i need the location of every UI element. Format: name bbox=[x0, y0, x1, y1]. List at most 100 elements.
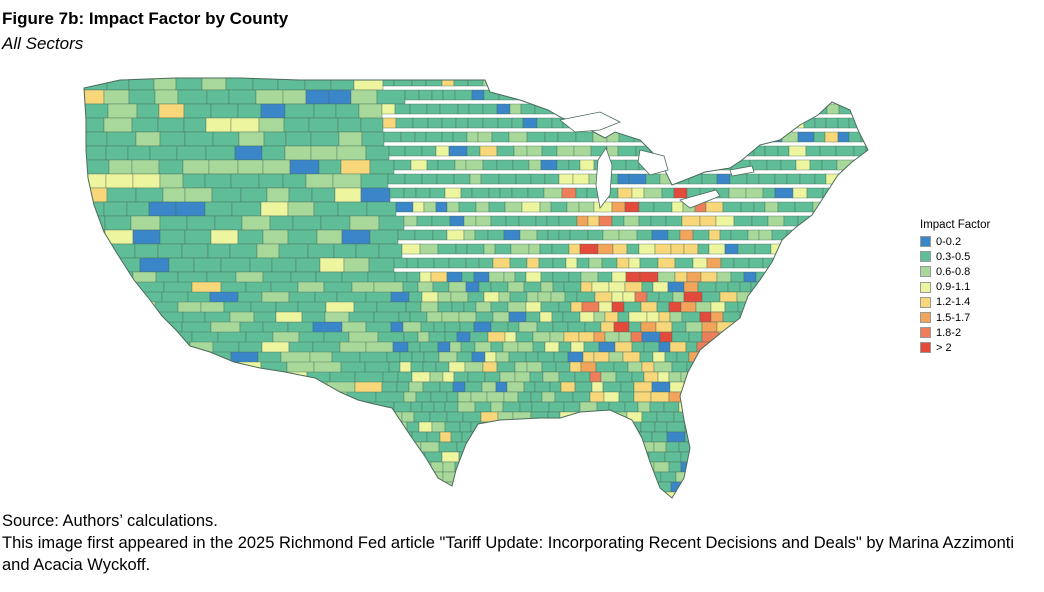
legend-label: 1.8-2 bbox=[936, 326, 962, 339]
county-cell bbox=[793, 401, 808, 413]
county-cell bbox=[305, 481, 329, 497]
county-cell bbox=[310, 145, 338, 161]
legend-swatch bbox=[920, 312, 931, 324]
county-cell bbox=[404, 173, 423, 185]
county-cell bbox=[649, 491, 662, 498]
county-cell bbox=[410, 401, 423, 413]
county-cell bbox=[790, 257, 810, 269]
county-cell bbox=[855, 201, 868, 213]
county-cell bbox=[130, 421, 156, 437]
county-cell bbox=[783, 215, 799, 227]
county-cell bbox=[103, 441, 131, 457]
county-cell bbox=[552, 103, 568, 115]
county-cell bbox=[553, 351, 569, 363]
county-cell bbox=[159, 173, 184, 189]
county-cell bbox=[817, 441, 836, 453]
county-cell bbox=[448, 257, 467, 269]
county-cell bbox=[581, 481, 599, 493]
county-cell bbox=[388, 145, 406, 157]
county-cell bbox=[483, 481, 502, 493]
county-cell bbox=[778, 291, 793, 303]
county-cell bbox=[650, 391, 670, 403]
county-cell bbox=[210, 103, 239, 119]
county-cell bbox=[482, 361, 498, 373]
county-cell bbox=[161, 451, 189, 467]
county-cell bbox=[490, 341, 504, 353]
county-cell bbox=[458, 451, 477, 463]
county-cell bbox=[328, 89, 352, 105]
county-cell bbox=[525, 301, 542, 313]
county-cell bbox=[728, 351, 745, 363]
county-cell bbox=[397, 371, 413, 383]
county-cell bbox=[543, 421, 557, 433]
county-cell bbox=[628, 173, 647, 185]
county-cell bbox=[654, 243, 672, 255]
county-cell bbox=[746, 173, 760, 185]
county-cell bbox=[296, 391, 326, 407]
county-cell bbox=[520, 103, 536, 115]
county-cell bbox=[774, 471, 789, 483]
county-cell bbox=[525, 311, 541, 323]
county-cell bbox=[584, 421, 598, 433]
legend-swatch bbox=[920, 266, 931, 278]
county-cell bbox=[748, 257, 764, 269]
county-cell bbox=[84, 491, 107, 498]
county-cell bbox=[151, 441, 175, 457]
county-cell bbox=[855, 257, 868, 269]
county-cell bbox=[356, 431, 385, 447]
county-cell bbox=[505, 215, 520, 227]
legend-swatch bbox=[920, 251, 931, 263]
county-cell bbox=[870, 104, 885, 114]
county-cell bbox=[841, 271, 861, 283]
county-cell bbox=[608, 281, 626, 293]
county-cell bbox=[508, 451, 527, 463]
county-cell bbox=[464, 361, 484, 373]
county-cell bbox=[446, 271, 463, 283]
county-cell bbox=[504, 201, 523, 213]
county-cell bbox=[484, 421, 499, 433]
county-cell bbox=[336, 145, 367, 161]
county-cell bbox=[521, 201, 541, 213]
county-cell bbox=[483, 89, 500, 101]
county-cell bbox=[865, 401, 868, 413]
county-cell bbox=[611, 201, 626, 213]
county-cell bbox=[684, 391, 697, 403]
county-cell bbox=[597, 481, 611, 493]
county-cell bbox=[770, 431, 784, 443]
county-cell bbox=[818, 431, 833, 443]
county-cell bbox=[207, 243, 231, 259]
county-cell bbox=[499, 491, 517, 498]
county-cell bbox=[544, 131, 559, 143]
county-cell bbox=[394, 103, 411, 115]
legend-item: 0.3-0.5 bbox=[920, 249, 990, 264]
county-cell bbox=[622, 471, 636, 483]
county-cell bbox=[854, 491, 868, 498]
county-cell bbox=[430, 271, 448, 283]
county-cell bbox=[751, 441, 764, 453]
county-cell bbox=[568, 243, 581, 255]
county-cell bbox=[346, 451, 374, 467]
county-cell bbox=[793, 381, 808, 393]
county-cell bbox=[429, 481, 447, 493]
county-cell bbox=[327, 431, 358, 447]
county-cell bbox=[448, 281, 467, 293]
county-cell bbox=[475, 201, 490, 213]
county-cell bbox=[720, 401, 736, 413]
county-cell bbox=[84, 301, 105, 317]
county-cell bbox=[130, 301, 156, 317]
county-cell bbox=[84, 451, 112, 467]
county-cell bbox=[861, 229, 868, 241]
county-cell bbox=[537, 291, 552, 303]
legend-label: 1.5-1.7 bbox=[936, 311, 971, 324]
county-cell bbox=[664, 451, 682, 463]
county-cell bbox=[637, 481, 657, 493]
county-cell bbox=[622, 431, 641, 443]
lake-superior bbox=[559, 111, 621, 133]
county-cell bbox=[508, 131, 528, 143]
county-cell bbox=[817, 271, 832, 283]
county-cell bbox=[251, 391, 276, 407]
county-cell bbox=[710, 311, 724, 323]
county-cell bbox=[381, 103, 396, 115]
county-cell bbox=[797, 481, 812, 493]
county-cell bbox=[607, 441, 620, 453]
